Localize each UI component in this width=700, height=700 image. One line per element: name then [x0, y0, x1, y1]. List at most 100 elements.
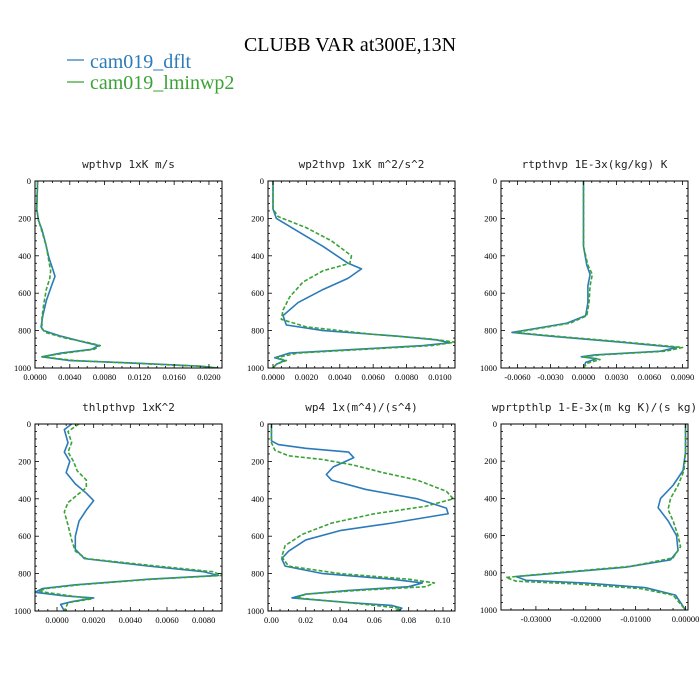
- panel-3-xtick-label: 0.0060: [638, 372, 661, 382]
- panel-1-ytick-label: 1000: [14, 363, 31, 373]
- panel-2-ytick-label: 400: [251, 251, 264, 261]
- panel-5-xtick-label: 0.08: [401, 615, 416, 625]
- panel-3-ytick-label: 800: [484, 326, 497, 336]
- legend-entry-dflt: cam019_dflt: [67, 51, 192, 73]
- panel-4-frame: [34, 423, 223, 612]
- panel-5-frame: [267, 423, 456, 612]
- panel-3-frame: [500, 180, 689, 369]
- panel-4-title: thlpthvp 1xK^2: [82, 401, 175, 414]
- panel-4-xtick-label: 0.0060: [155, 615, 178, 625]
- panel-2-xtick-label: 0.0020: [295, 372, 318, 382]
- panel-4-ytick-label: 1000: [14, 606, 31, 616]
- panel-1-frame: [34, 180, 223, 369]
- panel-1-ytick-label: 400: [18, 251, 31, 261]
- panel-1-xtick-label: 0.0040: [58, 372, 81, 382]
- panel-4-series-lminwp2: [37, 424, 222, 611]
- panel-2-ytick-label: 800: [251, 326, 264, 336]
- panel-2-xtick-label: 0.0040: [328, 372, 351, 382]
- panel-5-xtick-label: 0.06: [367, 615, 382, 625]
- panel-4-ytick-label: 600: [18, 531, 31, 541]
- panel-2-xtick-label: 0.0080: [395, 372, 418, 382]
- panel-2-series-dflt: [272, 181, 451, 368]
- panel-3-series-lminwp2: [514, 181, 684, 368]
- panel-6-ytick-label: 0: [493, 419, 497, 429]
- panel-2-ytick-label: 200: [251, 213, 264, 223]
- panel-6-xtick-label: -0.02000: [571, 614, 601, 624]
- panel-6-xtick-label: 0.00000: [672, 614, 700, 624]
- panel-1-xtick-label: 0.0200: [197, 372, 220, 382]
- panel-5-ytick-label: 0: [260, 419, 264, 429]
- panel-2-xtick-label: 0.0100: [428, 372, 451, 382]
- panel-3-ytick-label: 600: [484, 288, 497, 298]
- panel-4-ytick-label: 200: [18, 456, 31, 466]
- panel-4-ytick-label: 0: [27, 419, 31, 429]
- panel-2-frame: [267, 180, 456, 369]
- panel-1-ytick-label: 600: [18, 288, 31, 298]
- panel-2: wp2thvp 1xK m^2/s^2020040060080010000.00…: [247, 158, 456, 382]
- legend-label-lminwp2: cam019_lminwp2: [90, 72, 234, 94]
- panel-3-xtick-label: -0.0060: [504, 372, 530, 382]
- panel-5-title: wp4 1x(m^4)/(s^4): [305, 401, 418, 414]
- panel-4-xtick-label: 0.0040: [119, 615, 142, 625]
- panel-4-xtick-label: 0.0080: [192, 615, 215, 625]
- panel-5-ytick-label: 600: [251, 531, 264, 541]
- panel-5-xtick-label: 0.02: [298, 615, 313, 625]
- panel-5-xtick-label: 0.04: [333, 615, 349, 625]
- panel-1-title: wpthvp 1xK m/s: [82, 158, 175, 171]
- panel-6-xtick-label: -0.01000: [620, 614, 650, 624]
- panel-4-xtick-label: 0.0000: [45, 615, 68, 625]
- panel-4-ytick-label: 400: [18, 494, 31, 504]
- legend: cam019_dflt cam019_lminwp2: [67, 51, 234, 94]
- panel-2-title: wp2thvp 1xK m^2/s^2: [299, 158, 425, 171]
- panel-6-ytick-label: 400: [484, 493, 497, 503]
- panel-3: rtpthvp 1E-3x(kg/kg) K02004006008001000-…: [480, 158, 694, 382]
- panel-4-ytick-label: 800: [18, 569, 31, 579]
- panel-3-title: rtpthvp 1E-3x(kg/kg) K: [522, 158, 668, 171]
- panel-1-series-dflt: [35, 181, 218, 368]
- panel-2-ytick-label: 0: [260, 176, 264, 186]
- panel-6-frame: [500, 423, 689, 611]
- panel-6-xtick-label: -0.03000: [521, 614, 551, 624]
- panel-3-ytick-label: 400: [484, 251, 497, 261]
- panel-6-series-lminwp2: [505, 424, 687, 610]
- panel-1-xtick-label: 0.0000: [23, 372, 46, 382]
- panel-2-series-lminwp2: [272, 181, 455, 368]
- panel-5-series-lminwp2: [270, 424, 455, 611]
- panel-2-xtick-label: 0.0000: [261, 372, 284, 382]
- panel-6-ytick-label: 800: [484, 568, 497, 578]
- panel-1-ytick-label: 0: [27, 176, 31, 186]
- panel-5-xtick-label: 0.10: [436, 615, 451, 625]
- panel-5-ytick-label: 200: [251, 456, 264, 466]
- panel-1-xtick-label: 0.0160: [162, 372, 185, 382]
- panel-3-xtick-label: -0.0030: [537, 372, 563, 382]
- panel-6-ytick-label: 1000: [480, 605, 497, 615]
- panel-6-ytick-label: 600: [484, 531, 497, 541]
- panel-1-ytick-label: 800: [18, 326, 31, 336]
- panel-2-ytick-label: 1000: [247, 363, 264, 373]
- panel-3-xtick-label: 0.0030: [605, 372, 628, 382]
- panel-6-title: wprtpthlp 1-E-3x(m kg K)/(s kg): [492, 401, 697, 414]
- panel-5-ytick-label: 800: [251, 569, 264, 579]
- panel-1-xtick-label: 0.0120: [128, 372, 151, 382]
- panel-3-xtick-label: 0.0000: [572, 372, 595, 382]
- panel-6: wprtpthlp 1-E-3x(m kg K)/(s kg) 0 200 400 60…: [480, 401, 699, 624]
- panel-4-xtick-label: 0.0020: [82, 615, 105, 625]
- panel-4: thlpthvp 1xK^2 0 200 400 600 800 1000 0.0000 0.0…: [14, 401, 223, 625]
- panel-3-ytick-label: 1000: [480, 363, 497, 373]
- panel-2-xtick-label: 0.0060: [362, 372, 385, 382]
- panel-3-ytick-label: 0: [493, 176, 497, 186]
- panel-6-ytick-label: 200: [484, 456, 497, 466]
- panel-5-ytick-label: 1000: [247, 606, 264, 616]
- panel-1-series-lminwp2: [35, 181, 218, 368]
- legend-label-dflt: cam019_dflt: [90, 51, 192, 73]
- figure-title: CLUBB VAR at300E,13N: [244, 34, 456, 56]
- panel-3-xtick-label: 0.0090: [671, 372, 694, 382]
- panel-2-ytick-label: 600: [251, 288, 264, 298]
- panel-1-ytick-label: 200: [18, 213, 31, 223]
- panel-3-ytick-label: 200: [484, 213, 497, 223]
- panel-5-ytick-label: 400: [251, 494, 264, 504]
